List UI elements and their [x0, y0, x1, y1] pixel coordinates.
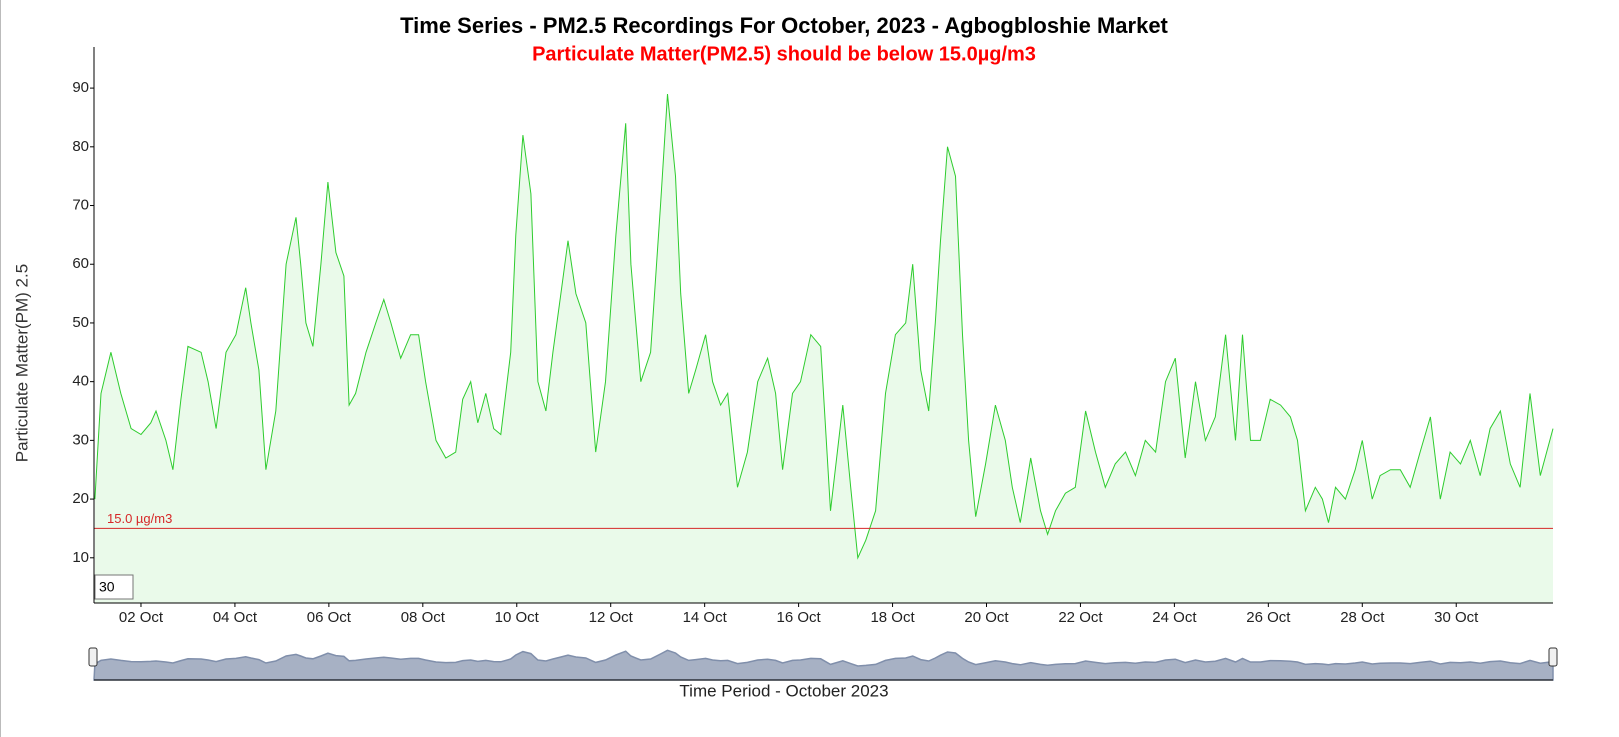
x-tick-label: 10 Oct — [495, 609, 540, 626]
threshold-label: 15.0 µg/m3 — [107, 511, 172, 526]
roll-period-box[interactable] — [94, 574, 134, 600]
x-tick-label: 18 Oct — [870, 609, 915, 626]
y-tick-label: 70 — [72, 196, 89, 213]
x-tick-label: 12 Oct — [589, 609, 634, 626]
range-selector-handle[interactable] — [1548, 647, 1558, 667]
y-tick-label: 30 — [72, 431, 89, 448]
x-tick-label: 02 Oct — [119, 609, 164, 626]
y-tick-label: 80 — [72, 138, 89, 155]
range-selector-handle[interactable] — [88, 647, 98, 667]
chart-title: Time Series - PM2.5 Recordings For Octob… — [400, 13, 1168, 38]
x-tick-label: 04 Oct — [213, 609, 258, 626]
x-tick-label: 28 Oct — [1340, 609, 1385, 626]
series-area — [94, 94, 1553, 603]
x-tick-label: 14 Oct — [683, 609, 728, 626]
y-tick-label: 90 — [72, 79, 89, 96]
x-axis-label: Time Period - October 2023 — [679, 681, 888, 700]
range-selector-preview — [93, 649, 1554, 681]
x-tick-label: 24 Oct — [1152, 609, 1197, 626]
roll-period-value: 30 — [99, 579, 115, 595]
x-tick-label: 06 Oct — [307, 609, 352, 626]
x-tick-label: 22 Oct — [1058, 609, 1103, 626]
x-tick-label: 26 Oct — [1246, 609, 1291, 626]
y-axis-label: Particulate Matter(PM) 2.5 — [12, 264, 31, 462]
x-tick-label: 20 Oct — [964, 609, 1009, 626]
y-tick-label: 50 — [72, 314, 89, 331]
chart-subtitle: Particulate Matter(PM2.5) should be belo… — [532, 43, 1036, 65]
y-tick-label: 40 — [72, 373, 89, 390]
y-tick-label: 20 — [72, 490, 89, 507]
series-line — [94, 93, 1554, 560]
y-tick-label: 10 — [72, 549, 89, 566]
y-tick-label: 60 — [72, 255, 89, 272]
x-tick-label: 08 Oct — [401, 609, 446, 626]
x-tick-label: 16 Oct — [777, 609, 822, 626]
x-tick-label: 30 Oct — [1434, 609, 1479, 626]
